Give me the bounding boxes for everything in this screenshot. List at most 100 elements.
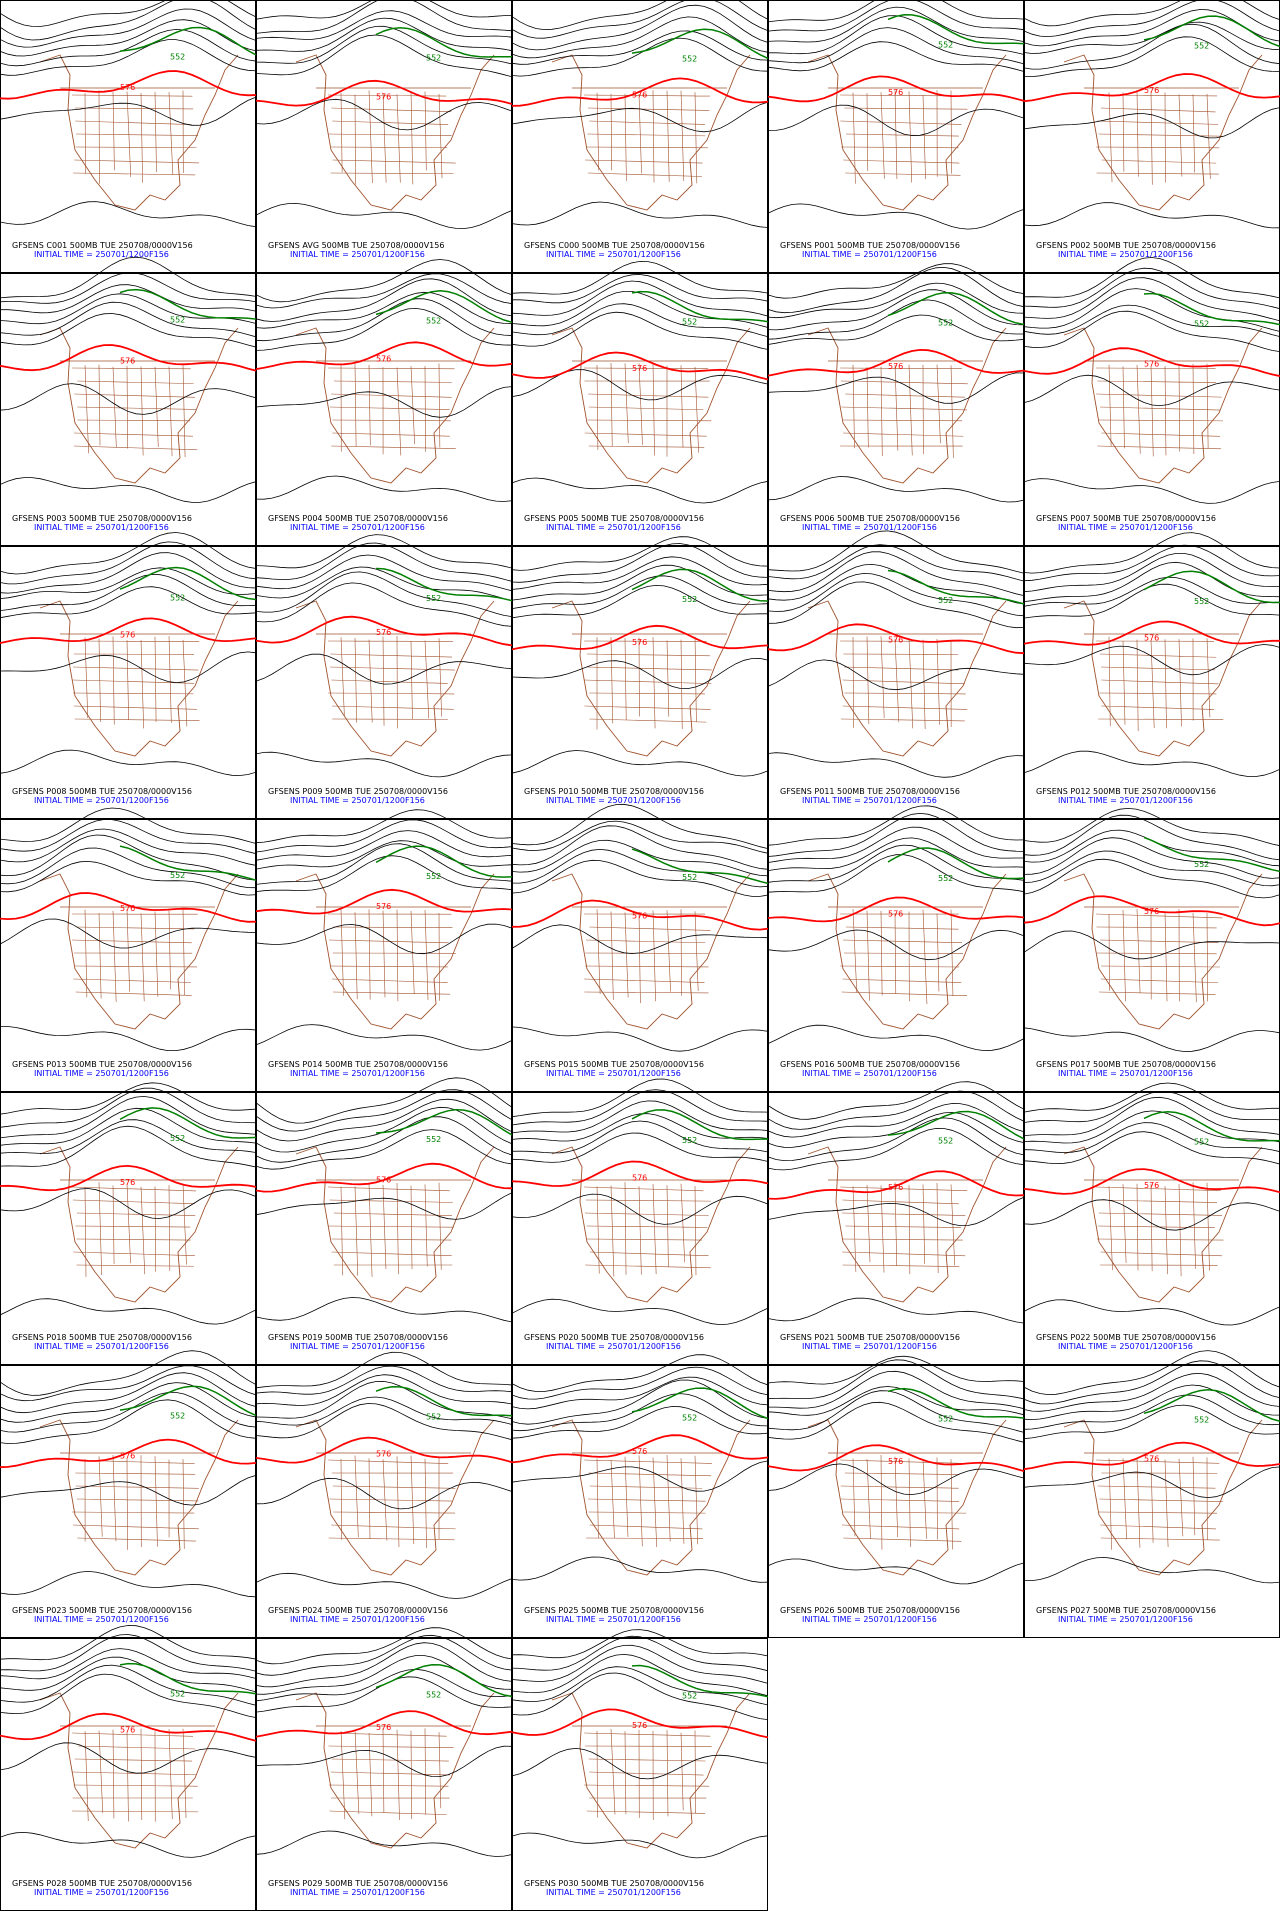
contour-576 <box>0 1438 257 1469</box>
map-panel: 552 576 GFSENS P025 500MB TUE 250708/0000V… <box>511 1354 769 1638</box>
contour-576 <box>511 1160 769 1187</box>
panel-label: GFSENS P007 500MB TUE 250708/0000V156 <box>1036 514 1216 523</box>
height-contour <box>511 825 769 870</box>
height-contour <box>1023 257 1280 299</box>
initial-time: INITIAL TIME = 250701/1200F156 <box>802 1069 937 1078</box>
height-contour <box>767 314 1025 345</box>
state-lines <box>584 90 710 184</box>
height-contour <box>1023 930 1280 960</box>
panel-border <box>512 0 768 273</box>
height-contour <box>0 847 257 889</box>
height-contour <box>255 1380 513 1420</box>
height-contour <box>767 1127 1025 1171</box>
contour-576 <box>0 1164 257 1192</box>
map-panel: 552 576 GFSENS P026 500MB TUE 250708/0000V… <box>767 1355 1025 1638</box>
height-contour <box>511 1460 769 1492</box>
coastline <box>39 1146 239 1303</box>
height-contour <box>512 848 769 888</box>
height-contour <box>0 807 257 844</box>
height-contour <box>511 1832 769 1859</box>
height-contour <box>0 39 257 76</box>
height-contour <box>511 1120 769 1154</box>
contour-576 <box>767 348 1025 377</box>
panel-border <box>1024 819 1280 1092</box>
contour-552 <box>375 1108 513 1136</box>
height-contour <box>255 1192 513 1220</box>
contour-label: 576 <box>888 362 903 371</box>
height-contour <box>255 1627 513 1665</box>
map-panel: 552 576 GFSENS AVG 500MB TUE 250708/0000V1… <box>255 0 513 273</box>
height-contour <box>255 202 513 230</box>
height-contour <box>1023 1131 1280 1165</box>
height-contour <box>0 1634 257 1672</box>
contour-576 <box>767 75 1025 103</box>
contour-576 <box>255 1162 513 1193</box>
contour-576 <box>767 1444 1025 1472</box>
height-contour <box>255 307 513 351</box>
contour-label: 552 <box>426 1413 441 1422</box>
height-contour <box>1023 1466 1280 1499</box>
contour-label: 576 <box>1144 86 1159 95</box>
contour-label: 576 <box>1144 360 1159 369</box>
contour-552 <box>119 1385 257 1417</box>
initial-time: INITIAL TIME = 250701/1200F156 <box>34 523 169 532</box>
contour-552 <box>1143 1110 1280 1142</box>
height-contour <box>0 28 257 67</box>
state-lines <box>1096 1456 1223 1550</box>
state-lines <box>72 1728 199 1822</box>
initial-time: INITIAL TIME = 250701/1200F156 <box>802 796 937 805</box>
height-contour <box>511 1747 769 1780</box>
height-contour <box>0 1475 257 1506</box>
height-contour <box>767 572 1025 617</box>
contour-552 <box>119 845 257 881</box>
contour-label: 576 <box>376 1176 391 1185</box>
panel-border <box>0 1092 256 1365</box>
contour-552 <box>375 26 513 58</box>
initial-time: INITIAL TIME = 250701/1200F156 <box>34 1342 169 1351</box>
contour-label: 552 <box>1194 42 1209 51</box>
map-panel: 552 576 GFSENS P023 500MB TUE 250708/0000V… <box>0 1350 257 1638</box>
panel-label: GFSENS P002 500MB TUE 250708/0000V156 <box>1036 241 1216 250</box>
state-lines <box>840 364 968 458</box>
contour-label: 552 <box>682 1136 697 1145</box>
contour-552 <box>119 566 257 601</box>
initial-time: INITIAL TIME = 250701/1200F156 <box>290 250 425 259</box>
height-contour <box>767 266 1025 314</box>
height-contour <box>511 575 769 609</box>
height-contour <box>511 536 769 571</box>
height-contour <box>767 104 1025 137</box>
height-contour <box>511 101 769 133</box>
panel-label: GFSENS P029 500MB TUE 250708/0000V156 <box>268 1879 448 1888</box>
height-contour <box>0 1082 257 1115</box>
height-contour <box>1023 23 1280 70</box>
height-contour <box>511 0 769 39</box>
contour-label: 576 <box>888 1183 903 1192</box>
height-contour <box>255 1396 513 1426</box>
height-contour <box>0 586 257 619</box>
contour-552 <box>119 1662 257 1695</box>
height-contour <box>255 855 513 892</box>
height-contour <box>511 1193 769 1225</box>
height-contour <box>1023 1096 1280 1136</box>
contour-label: 576 <box>120 630 135 639</box>
height-contour <box>255 0 513 34</box>
panel-label: GFSENS C000 500MB TUE 250708/0000V156 <box>524 241 705 250</box>
contour-576 <box>1023 895 1280 927</box>
height-contour <box>511 311 769 350</box>
height-contour <box>767 530 1025 574</box>
height-contour <box>511 1666 769 1706</box>
coastline <box>1063 873 1263 1030</box>
height-contour <box>1023 750 1280 777</box>
height-contour <box>767 41 1025 72</box>
coastline <box>807 600 1007 757</box>
height-contour <box>255 534 513 569</box>
map-panel: 552 576 GFSENS P012 500MB TUE 250708/0000V… <box>1023 532 1280 819</box>
coastline <box>295 1146 495 1303</box>
height-contour <box>0 383 257 415</box>
height-contour <box>255 1129 513 1170</box>
panel-label: GFSENS P022 500MB TUE 250708/0000V156 <box>1036 1333 1216 1342</box>
initial-time: INITIAL TIME = 250701/1200F156 <box>1058 796 1193 805</box>
height-contour <box>0 1107 257 1146</box>
contour-label: 552 <box>938 1414 953 1423</box>
contour-552 <box>119 26 257 56</box>
